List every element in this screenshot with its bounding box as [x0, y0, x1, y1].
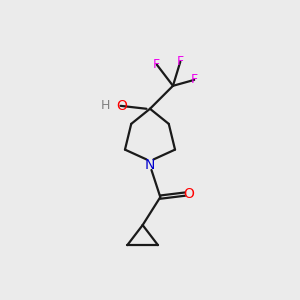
Text: H: H	[101, 99, 110, 112]
Text: O: O	[117, 99, 128, 113]
Text: F: F	[190, 74, 198, 86]
Text: N: N	[145, 158, 155, 172]
Text: O: O	[183, 187, 194, 201]
Text: F: F	[177, 55, 184, 68]
Text: F: F	[153, 58, 160, 71]
